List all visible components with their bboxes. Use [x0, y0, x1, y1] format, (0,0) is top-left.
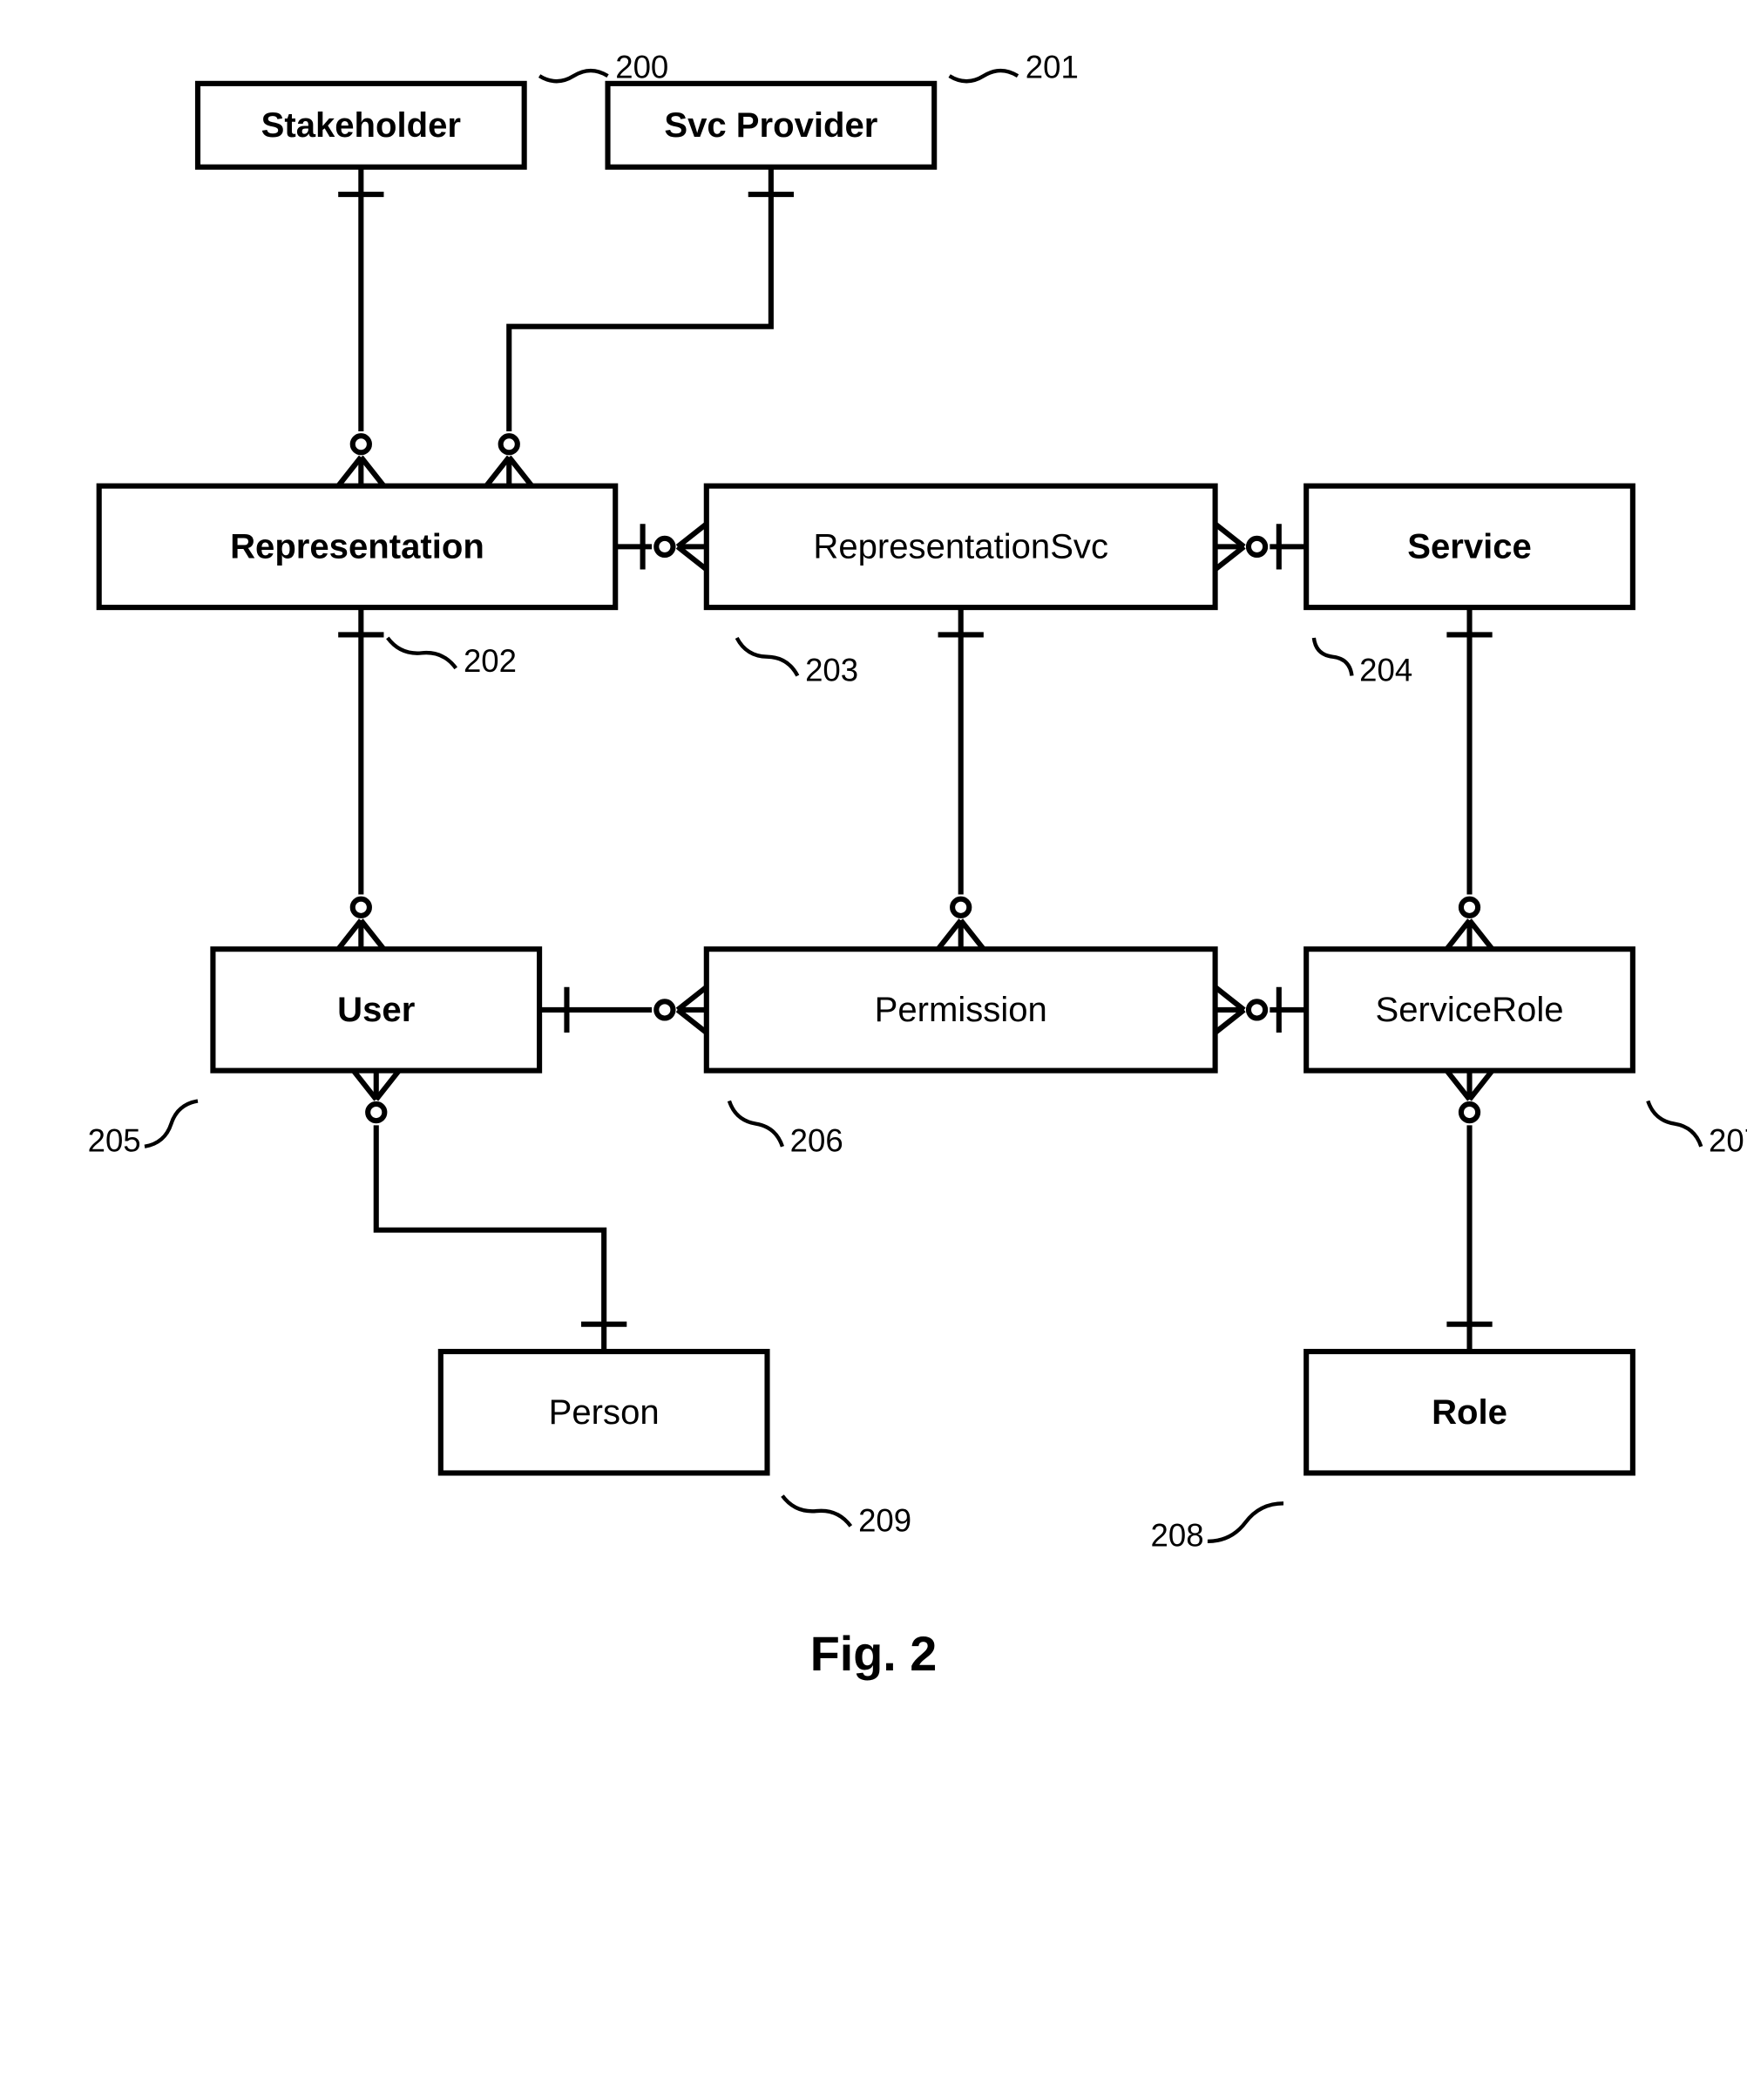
figure-title: Fig. 2 [810, 1627, 938, 1681]
entity-label: RepresentationSvc [813, 528, 1108, 566]
ref-annotation: 202 [388, 638, 517, 679]
entity-label: User [337, 991, 415, 1029]
ref-annotation: 201 [950, 49, 1079, 85]
connector [1446, 1071, 1492, 1351]
ref-annotation: 203 [737, 638, 858, 688]
ref-number: 204 [1359, 652, 1412, 688]
entity-representation: Representation [99, 486, 616, 607]
ref-number: 203 [805, 652, 858, 688]
entity-label: Person [549, 1393, 660, 1432]
connector [615, 524, 707, 569]
er-diagram: Stakeholder Svc Provider Representation Rep… [0, 0, 1747, 1830]
entity-label: ServiceRole [1375, 991, 1563, 1029]
entity-svc_provider: Svc Provider [608, 84, 935, 167]
connector [539, 987, 707, 1033]
ref-annotation: 207 [1648, 1101, 1747, 1158]
connector [338, 167, 383, 486]
entity-label: Svc Provider [664, 106, 877, 145]
entity-stakeholder: Stakeholder [198, 84, 525, 167]
entity-label: Service [1407, 528, 1532, 566]
entity-user: User [213, 949, 539, 1070]
ref-annotation: 205 [88, 1101, 198, 1158]
connector [338, 607, 383, 949]
ref-number: 206 [790, 1123, 843, 1159]
connector [486, 167, 794, 486]
ref-annotation: 204 [1314, 638, 1412, 688]
connector [354, 1071, 627, 1351]
ref-number: 202 [464, 643, 517, 679]
entity-person: Person [441, 1351, 768, 1473]
entity-service: Service [1306, 486, 1633, 607]
entity-representation_svc: RepresentationSvc [707, 486, 1215, 607]
connector [1215, 524, 1307, 569]
entity-permission: Permission [707, 949, 1215, 1070]
entity-role: Role [1306, 1351, 1633, 1473]
ref-number: 207 [1709, 1123, 1747, 1159]
entity-service_role: ServiceRole [1306, 949, 1633, 1070]
ref-number: 209 [858, 1502, 911, 1538]
ref-annotation: 208 [1151, 1503, 1284, 1553]
entity-label: Representation [230, 528, 484, 566]
ref-annotation: 209 [782, 1496, 911, 1539]
entity-label: Role [1432, 1393, 1507, 1432]
connector [938, 607, 984, 949]
ref-number: 208 [1151, 1518, 1204, 1554]
ref-annotation: 200 [539, 49, 668, 85]
ref-number: 205 [88, 1123, 141, 1159]
entity-label: Permission [875, 991, 1047, 1029]
connector [1446, 607, 1492, 949]
ref-number: 201 [1026, 49, 1079, 85]
connector [1215, 987, 1307, 1033]
ref-number: 200 [615, 49, 668, 85]
ref-annotation: 206 [729, 1101, 843, 1158]
entity-label: Stakeholder [261, 106, 461, 145]
